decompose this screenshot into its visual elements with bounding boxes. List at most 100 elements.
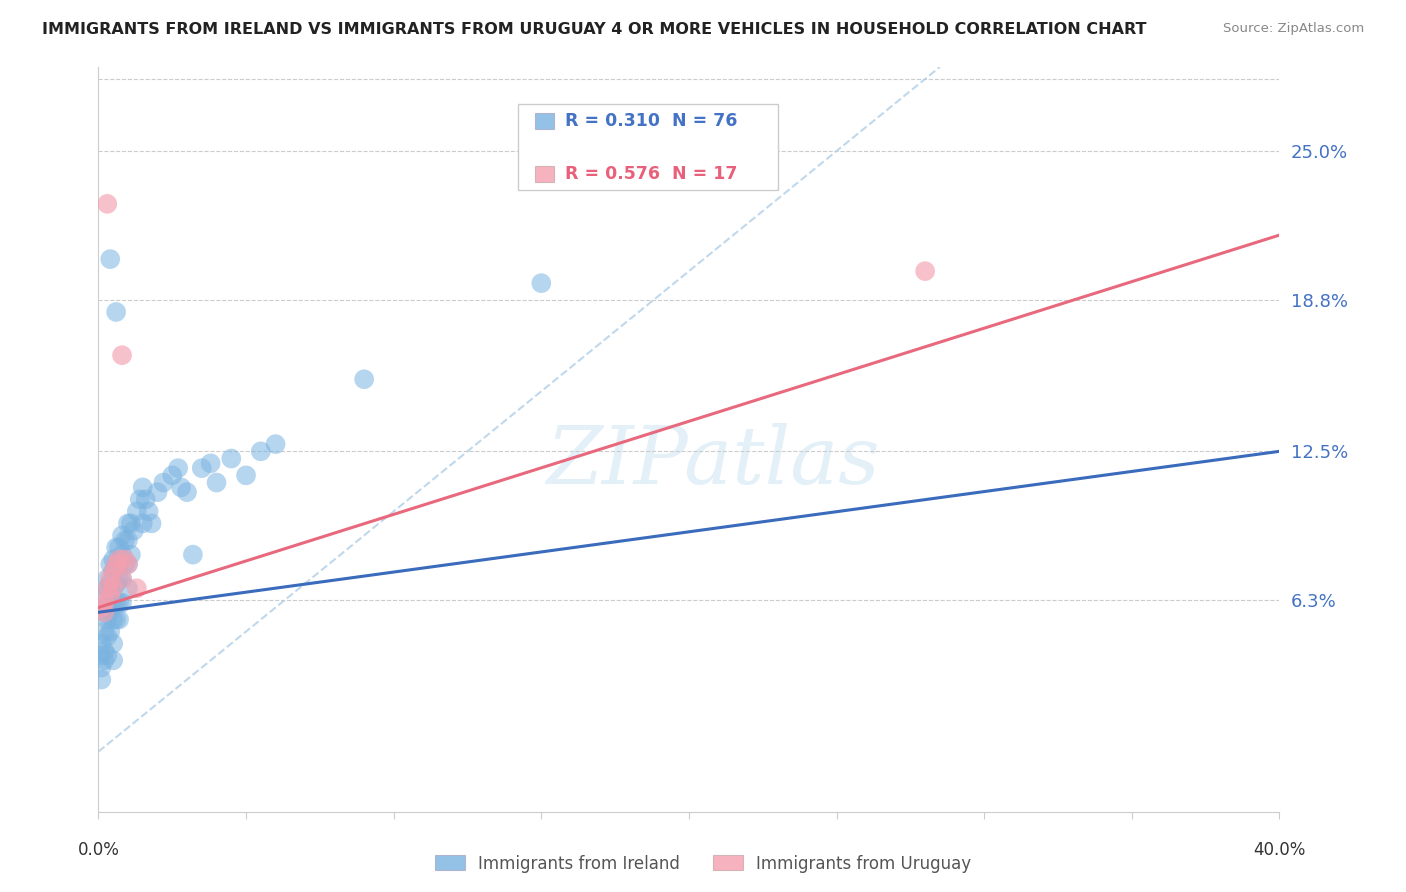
Point [98,576,121,591]
Point [105,541,128,555]
Point [138,504,160,518]
Point [98,589,121,603]
Point [98,605,121,619]
Point [96,582,118,596]
Point [96,197,118,211]
Point [125,582,148,596]
Text: R = 0.576: R = 0.576 [565,165,661,183]
Point [96,582,118,596]
Point [235,468,257,483]
Point [111,348,134,362]
Point [108,558,131,572]
Bar [536,166,554,182]
Point [96,629,118,643]
Point [93,605,115,619]
Point [181,548,204,562]
Point [96,600,118,615]
Point [103,582,125,596]
Point [105,558,128,572]
Point [111,528,134,542]
Point [105,576,128,591]
Point [111,572,134,586]
Point [90,648,112,663]
Point [132,516,155,531]
Text: Source: ZipAtlas.com: Source: ZipAtlas.com [1223,22,1364,36]
Point [191,461,214,475]
Point [93,653,115,667]
Text: R = 0.310: R = 0.310 [565,112,661,130]
Point [105,596,128,610]
Point [103,552,125,566]
Point [111,596,134,610]
Point [135,492,157,507]
Point [90,673,112,687]
Point [221,451,243,466]
Point [103,582,125,596]
Point [98,589,121,603]
Point [117,516,139,531]
Point [98,558,121,572]
Point [103,565,125,579]
Point [103,613,125,627]
FancyBboxPatch shape [517,104,778,190]
Point [108,541,131,555]
Point [108,613,131,627]
Point [264,437,287,451]
Point [93,605,115,619]
Point [108,596,131,610]
Point [93,596,115,610]
Point [105,558,128,572]
Point [98,252,121,266]
Text: 40.0%: 40.0% [1253,840,1306,859]
Text: N = 76: N = 76 [672,112,737,130]
Point [114,533,136,548]
Point [117,558,139,572]
Point [146,485,169,500]
Point [114,558,136,572]
Point [530,276,553,290]
Point [96,648,118,663]
Point [90,636,112,650]
Point [250,444,273,458]
Point [120,548,142,562]
Point [105,613,128,627]
Point [98,572,121,586]
Point [90,660,112,674]
Point [103,596,125,610]
Point [93,589,115,603]
Point [117,582,139,596]
Point [120,516,142,531]
Point [141,516,163,531]
Point [108,552,131,566]
Text: 0.0%: 0.0% [77,840,120,859]
Point [103,653,125,667]
Text: IMMIGRANTS FROM IRELAND VS IMMIGRANTS FROM URUGUAY 4 OR MORE VEHICLES IN HOUSEHO: IMMIGRANTS FROM IRELAND VS IMMIGRANTS FR… [42,22,1147,37]
Point [108,572,131,586]
Point [200,456,222,470]
Point [93,600,115,615]
Legend: Immigrants from Ireland, Immigrants from Uruguay: Immigrants from Ireland, Immigrants from… [427,848,979,880]
Point [914,264,936,278]
Point [125,504,148,518]
Point [122,524,145,538]
Point [167,461,190,475]
Point [111,548,134,562]
Point [152,475,174,490]
Point [117,558,139,572]
Text: ZIPatlas: ZIPatlas [546,423,879,500]
Point [96,572,118,586]
Point [128,492,150,507]
Point [90,600,112,615]
Point [353,372,375,386]
Point [93,644,115,658]
Point [176,485,198,500]
Point [205,475,228,490]
Bar [536,113,554,129]
Point [111,572,134,586]
Text: N = 17: N = 17 [672,165,737,183]
Point [170,480,193,494]
Point [98,624,121,639]
Point [114,552,136,566]
Point [117,533,139,548]
Point [103,636,125,650]
